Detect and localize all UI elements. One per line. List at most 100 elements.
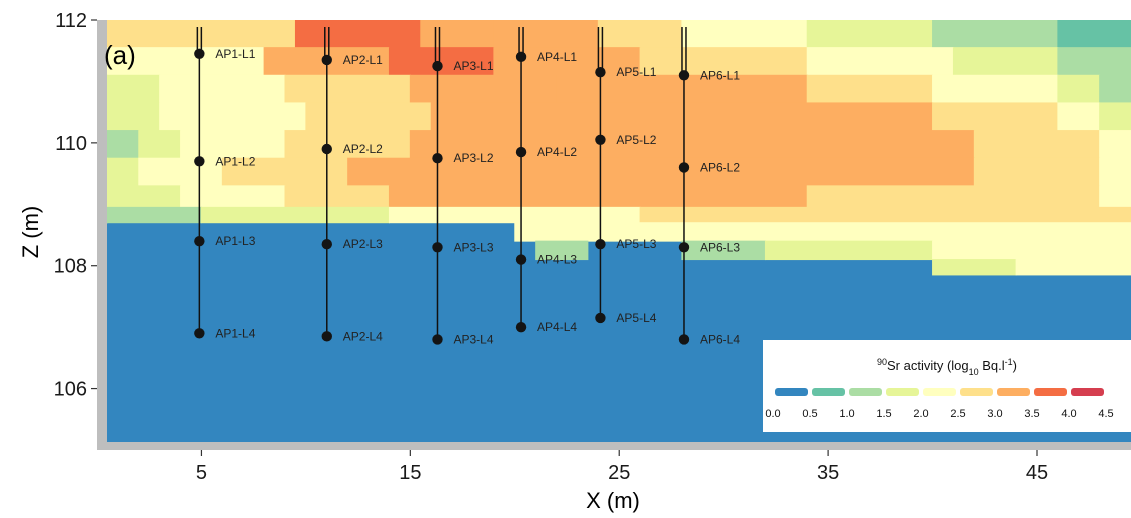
heatmap-cell [973,130,1101,159]
heatmap-cell [493,47,641,76]
legend-title-part: 10 [969,367,979,377]
heatmap-cell [305,102,432,132]
heatmap-cell [952,47,1059,76]
sampling-point [194,235,205,247]
sampling-point [432,242,443,253]
sampling-point-label: AP3-L1 [453,59,493,73]
heatmap-cell [420,20,495,49]
y-axis-title: Z (m) [18,206,43,259]
well-ap1: AP1-L1 AP1-L2 AP1-L3 AP1-L4 [194,27,256,340]
heatmap-cell [932,259,1017,276]
sampling-point [321,54,332,66]
legend-title-part: Sr activity (log [887,358,969,373]
sampling-point [321,239,332,250]
legend-title-part: 90 [877,357,887,367]
legend-key [960,388,993,396]
sampling-point [678,242,690,253]
sampling-point [432,334,443,345]
heatmap-cell [932,240,1131,261]
legend-tick-label: 3.5 [1024,408,1039,420]
heatmap-cell [764,240,934,261]
x-axis-title: X (m) [586,488,640,513]
heatmap-cell [284,130,411,159]
heatmap-cell [1057,20,1131,49]
sampling-point-label: AP5-L1 [616,65,656,79]
sampling-point [194,156,205,167]
heatmap-cell [159,102,307,132]
sampling-point-label: AP5-L3 [616,237,656,251]
heatmap-cell [138,130,182,159]
heatmap-cell [284,185,390,208]
heatmap-cell [180,185,286,208]
heatmap-cell [932,102,1059,132]
sampling-point-label: AP2-L3 [343,237,383,251]
well-profiles: AP1-L1AP1-L2AP1-L3AP1-L4AP2-L1AP2-L2AP2-… [194,27,740,346]
heatmap-cell [347,157,975,187]
heatmap-cell [932,206,1131,224]
sampling-point-label: AP6-L3 [700,240,740,254]
sampling-point-label: AP6-L1 [700,68,740,82]
panel-label: (a) [104,40,136,70]
sampling-point [515,146,527,158]
axes: 5 15 25 35 45 106 108 110 112 [54,10,1049,484]
legend-tick-label: 1.5 [876,408,891,420]
y-tick-label: 108 [54,256,87,278]
well-ap2: AP2-L1 AP2-L2 AP2-L3 AP2-L4 [321,27,383,343]
heatmap-cell [806,20,934,49]
heatmap-cell [597,20,683,49]
sampling-point-label: AP4-L2 [537,145,577,159]
heatmap-cell [107,102,161,132]
sampling-point [432,153,443,164]
heatmap-cell [806,47,954,76]
legend-tick-label: 4.0 [1061,408,1076,420]
sampling-point [595,67,606,78]
legend-box [763,340,1131,432]
heatmap-cell [639,47,808,76]
well-ap5: AP5-L1 AP5-L2 AP5-L3 AP5-L4 [595,27,657,325]
sampling-point [432,60,443,72]
heatmap-cell [535,240,589,261]
x-tick-label: 25 [608,462,630,484]
sampling-point-label: AP1-L2 [215,154,255,168]
heatmap-cell [1015,259,1131,276]
sampling-point-label: AP3-L4 [453,332,493,346]
legend: 90Sr activity (log10 Bq.l-1) 0.0 0.5 1.0 1.5… [763,340,1131,432]
sampling-point-label: AP6-L4 [700,332,740,346]
sampling-point-label: AP4-L1 [537,50,577,64]
heatmap-cell [138,157,223,187]
heatmap-cell [388,47,495,76]
sampling-point-label: AP4-L3 [537,253,577,267]
legend-tick-label: 2.0 [913,408,928,420]
legend-key [1034,388,1067,396]
legend-key [1071,388,1104,396]
sampling-point-label: AP2-L1 [343,53,383,67]
sampling-point [678,162,690,173]
heatmap-cell [1099,185,1131,208]
sampling-point [595,239,606,250]
sampling-point [515,51,527,63]
heatmap-cell [806,185,1101,208]
heatmap-cell [107,47,140,76]
heatmap [107,20,1131,442]
heatmap-cell [1099,130,1131,159]
sampling-point-label: AP1-L3 [215,234,255,248]
legend-title-part: ) [1013,358,1017,373]
heatmap-cell [1057,74,1101,104]
heatmap-cell [180,130,286,159]
sampling-point [321,143,332,155]
heatmap-cell [107,206,202,224]
y-tick-label: 110 [55,133,87,155]
legend-title-part: -1 [1005,357,1013,367]
sampling-point [678,334,690,345]
sampling-point-label: AP5-L4 [616,311,656,325]
sampling-point-label: AP6-L2 [700,160,740,174]
sampling-point-label: AP2-L2 [343,142,383,156]
sampling-point-label: AP2-L4 [343,329,383,343]
sampling-point-label: AP4-L4 [537,320,577,334]
legend-tick-label: 2.5 [950,408,965,420]
heatmap-cell [430,102,934,132]
sampling-point-label: AP1-L4 [215,326,255,340]
well-ap3: AP3-L1 AP3-L2 AP3-L3 AP3-L4 [432,27,494,346]
heatmap-cell [107,157,140,187]
x-tick-label: 35 [817,462,839,484]
